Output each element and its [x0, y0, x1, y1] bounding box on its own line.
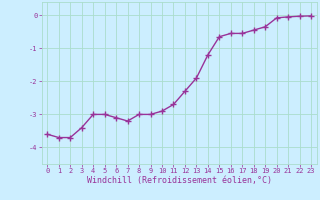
- X-axis label: Windchill (Refroidissement éolien,°C): Windchill (Refroidissement éolien,°C): [87, 176, 272, 185]
